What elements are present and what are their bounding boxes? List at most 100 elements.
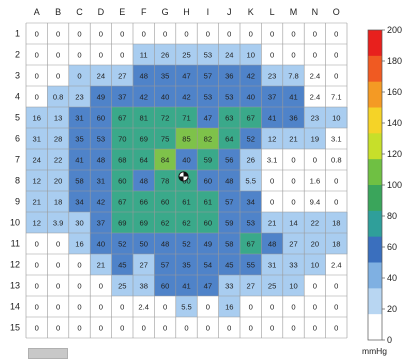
- heatmap-cell: [175, 86, 198, 108]
- heatmap-cell: [218, 275, 241, 297]
- cell-values: 0 0 0 0 0 0 0 0 0 0 0 0 0 0 0 0 0 0 0 0 11 26 25 53 24 10 0 0 0 0 0 0 0 2…: [32, 30, 341, 333]
- heatmap-cell: [175, 254, 198, 276]
- horizontal-scrollbar-thumb[interactable]: [28, 348, 68, 359]
- heatmap-cell: [90, 233, 113, 255]
- heatmap-cell: [282, 44, 305, 66]
- colorbar-segment: [368, 262, 382, 289]
- cell-value: 40: [161, 93, 169, 102]
- cell-value: 71: [182, 114, 190, 123]
- heatmap-cell: [325, 128, 348, 150]
- heatmap-cell: [68, 128, 91, 150]
- cell-value: 33: [225, 282, 233, 291]
- heatmap-cell: [325, 233, 348, 255]
- cell-value: 50: [139, 240, 147, 249]
- cell-value: 0: [334, 198, 338, 207]
- heatmap-cell: [68, 212, 91, 234]
- cell-value: 30: [75, 219, 83, 228]
- heatmap-cell: [282, 128, 305, 150]
- cell-value: 0: [120, 30, 124, 39]
- heatmap-cell: [325, 275, 348, 297]
- heatmap-cell: [304, 170, 327, 192]
- cell-value: 0: [227, 324, 231, 333]
- cell-value: 0: [291, 198, 295, 207]
- colorbar-segment: [368, 236, 382, 263]
- heatmap-cell: [68, 107, 91, 129]
- heatmap-cell: [240, 275, 262, 297]
- cell-value: 0: [56, 324, 60, 333]
- heatmap-cell: [111, 233, 134, 255]
- heatmap-cell: [90, 191, 113, 213]
- cell-value: 22: [311, 219, 319, 228]
- row-label: 10: [10, 218, 20, 228]
- heatmap-cell: [175, 149, 198, 171]
- cell-value: 31: [97, 177, 105, 186]
- column-label: M: [290, 7, 298, 17]
- heatmap-cell: [90, 296, 113, 318]
- cell-value: 62: [182, 219, 190, 228]
- heatmap-cell: [218, 233, 241, 255]
- heatmap-cell: [47, 170, 70, 192]
- column-label: A: [34, 7, 40, 17]
- cell-value: 63: [225, 114, 233, 123]
- heatmap-cell: [197, 65, 220, 87]
- cell-value: 0: [184, 324, 188, 333]
- row-label: 15: [10, 323, 20, 333]
- cell-value: 9.4: [310, 198, 321, 207]
- cell-value: 0: [270, 324, 274, 333]
- heatmap-cell: [154, 275, 177, 297]
- row-label: 2: [15, 50, 20, 60]
- cell-value: 62: [161, 219, 169, 228]
- cell-value: 67: [118, 198, 126, 207]
- row-label: 7: [15, 155, 20, 165]
- cell-value: 0: [77, 51, 81, 60]
- heatmap-cell: [240, 296, 262, 318]
- cell-value: 40: [182, 156, 190, 165]
- cell-value: 42: [182, 93, 190, 102]
- marker-quadrant: [183, 171, 189, 177]
- cell-value: 0: [334, 303, 338, 312]
- row-label: 13: [10, 281, 20, 291]
- heatmap-cell: [26, 212, 48, 234]
- cell-value: 64: [225, 135, 233, 144]
- cell-value: 0: [163, 30, 167, 39]
- heatmap-cell: [90, 317, 113, 339]
- column-label: F: [141, 7, 147, 17]
- cell-value: 56: [225, 156, 233, 165]
- cell-value: 27: [289, 240, 297, 249]
- heatmap-cell: [133, 275, 155, 297]
- cell-value: 1.6: [310, 177, 321, 186]
- cell-value: 12: [268, 135, 276, 144]
- heatmap-cell: [304, 317, 327, 339]
- cell-value: 7.8: [288, 72, 299, 81]
- heatmap-cell: [26, 149, 48, 171]
- cell-value: 27: [246, 282, 254, 291]
- cell-value: 48: [268, 240, 276, 249]
- heatmap-cell: [282, 317, 305, 339]
- heatmap-cell: [175, 233, 198, 255]
- heatmap-cell: [175, 212, 198, 234]
- heatmap-cell: [47, 254, 70, 276]
- cell-value: 2.4: [331, 261, 342, 270]
- heatmap-cell: [261, 107, 284, 129]
- cell-value: 33: [289, 261, 297, 270]
- heatmap-cell: [304, 23, 327, 45]
- cell-value: 10: [246, 51, 254, 60]
- cell-value: 0: [313, 324, 317, 333]
- cell-value: 72: [161, 114, 169, 123]
- cell-value: 55: [246, 261, 254, 270]
- heatmap-cell: [175, 317, 198, 339]
- cell-value: 0: [77, 282, 81, 291]
- heatmap-cell: [26, 170, 48, 192]
- cell-value: 14: [289, 219, 297, 228]
- heatmap-cell: [175, 128, 198, 150]
- colorbar-segment: [368, 314, 382, 341]
- row-label: 5: [15, 113, 20, 123]
- heatmap-cell: [282, 86, 305, 108]
- cell-value: 0: [291, 51, 295, 60]
- colorbar-segment: [368, 107, 382, 134]
- heatmap-cell: [111, 44, 134, 66]
- cell-value: 53: [204, 51, 212, 60]
- heatmap-cell: [68, 149, 91, 171]
- cell-value: 64: [139, 156, 147, 165]
